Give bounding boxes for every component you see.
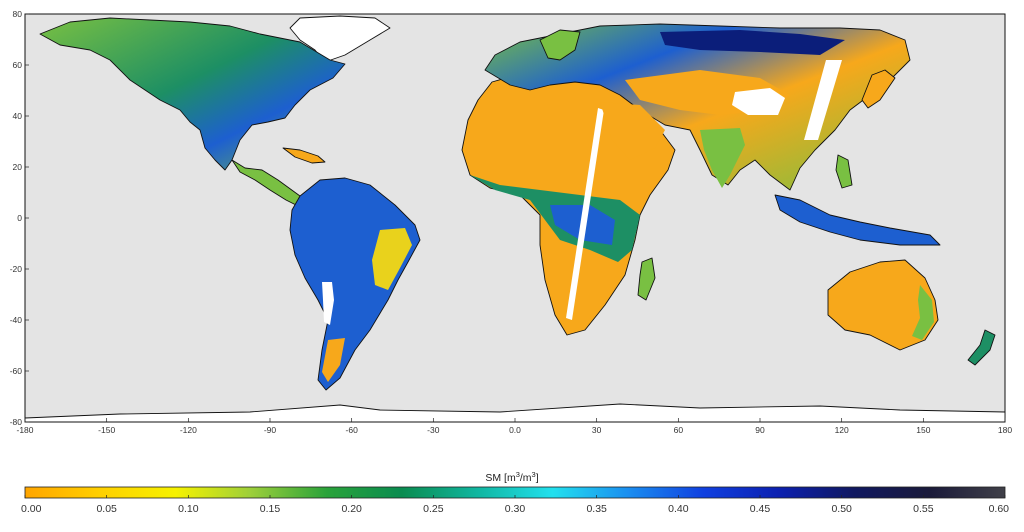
colorbar-tick-label: 0.00 — [21, 503, 42, 515]
satellite-swath-gap-asia — [804, 60, 842, 140]
colorbar-tick-label: 0.30 — [505, 503, 526, 515]
colorbar-tick-label: 0.55 — [913, 503, 934, 515]
australia — [827, 259, 939, 351]
indonesia — [774, 194, 941, 246]
madagascar — [637, 257, 656, 301]
philippines — [835, 154, 853, 189]
colorbar-tick-label: 0.15 — [260, 503, 281, 515]
colorbar-title-sup1: 3 — [516, 470, 520, 479]
x-tick-label: 30 — [592, 425, 602, 435]
colorbar-title-sup2: 3 — [532, 470, 536, 479]
satellite-swath-gap-africa — [566, 108, 604, 320]
colorbar-title: SM [m3/m3] — [485, 470, 538, 484]
x-tick-label: -30 — [427, 425, 440, 435]
y-tick-label: -60 — [10, 366, 23, 376]
x-tick-label: 90 — [755, 425, 765, 435]
x-tick-label: -150 — [98, 425, 115, 435]
y-tick-label: -80 — [10, 417, 23, 427]
x-tick-label: 180 — [998, 425, 1012, 435]
colorbar: SM [m3/m3] 0.00 0.05 0.10 0.15 0.20 0.25 0.30 0… — [21, 470, 1009, 515]
new-zealand — [967, 329, 996, 366]
y-tick-label: -40 — [10, 315, 23, 325]
colorbar-tick-label: 0.40 — [668, 503, 689, 515]
x-tick-label: 0.0 — [509, 425, 521, 435]
x-tick-label: -180 — [16, 425, 33, 435]
x-tick-label: 60 — [674, 425, 684, 435]
x-tick-label: 150 — [916, 425, 930, 435]
x-tick-label: -90 — [264, 425, 277, 435]
colorbar-tick-label: 0.25 — [423, 503, 444, 515]
y-tick-label: 20 — [13, 162, 23, 172]
y-tick-label: 80 — [13, 9, 23, 19]
x-tick-label: -60 — [346, 425, 359, 435]
soil-moisture-map: -180 -150 -120 -90 -60 -30 0.0 30 60 90 120 150 180 … — [10, 9, 1013, 435]
x-axis: -180 -150 -120 -90 -60 -30 0.0 30 60 90 120 150 180 — [16, 418, 1012, 435]
colorbar-tick-label: 0.05 — [96, 503, 117, 515]
arabia — [600, 102, 665, 160]
y-axis: 80 60 40 20 0 -20 -40 -60 -80 — [10, 9, 29, 427]
colorbar-tick-label: 0.45 — [750, 503, 771, 515]
siberia-wet — [660, 30, 845, 55]
y-tick-label: 60 — [13, 60, 23, 70]
south-america-dry-east — [372, 228, 412, 290]
y-tick-label: 40 — [13, 111, 23, 121]
colorbar-tick-label: 0.10 — [178, 503, 199, 515]
colorbar-tick-label: 0.50 — [831, 503, 852, 515]
caribbean-islands — [282, 147, 326, 164]
y-tick-label: 0 — [17, 213, 22, 223]
scandinavia — [539, 29, 581, 61]
japan — [861, 69, 896, 109]
australia-east-coast — [912, 285, 934, 340]
x-tick-label: -120 — [180, 425, 197, 435]
colorbar-title-mid: /m — [520, 472, 532, 484]
india — [700, 128, 745, 188]
colorbar-tick-label: 0.35 — [586, 503, 607, 515]
north-america — [39, 17, 346, 171]
antarctica — [25, 403, 1005, 422]
land-layer — [25, 15, 1005, 422]
colorbar-title-suffix: ] — [536, 472, 539, 484]
tibet-no-data — [732, 88, 785, 115]
patagonia — [322, 338, 345, 382]
andes-gap — [322, 282, 334, 325]
greenland — [289, 15, 391, 63]
colorbar-ticks: 0.00 0.05 0.10 0.15 0.20 0.25 0.30 0.35 0.40 0.45… — [21, 495, 1009, 515]
colorbar-tick-label: 0.20 — [341, 503, 362, 515]
colorbar-title-prefix: SM [m — [485, 472, 516, 484]
x-tick-label: 120 — [835, 425, 849, 435]
y-tick-label: -20 — [10, 264, 23, 274]
colorbar-tick-label: 0.60 — [989, 503, 1010, 515]
